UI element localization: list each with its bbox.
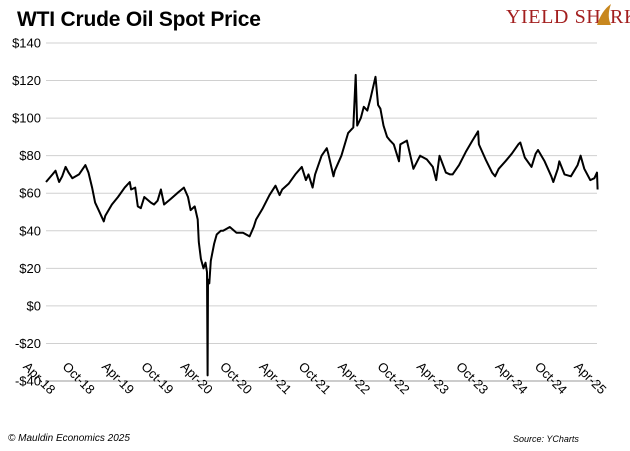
logo-text-left: YIELD SH — [506, 6, 602, 28]
y-tick-label: -$40 — [15, 374, 41, 389]
x-tick-label: Apr-25 — [571, 359, 609, 397]
y-tick-label: $20 — [19, 261, 41, 276]
x-tick-label: Apr-23 — [414, 359, 452, 397]
x-tick-label: Apr-20 — [178, 359, 216, 397]
gridlines — [46, 42, 597, 382]
x-tick-label: Oct-19 — [138, 359, 176, 397]
x-axis-ticks: Apr-18 Oct-18 Apr-19 Oct-19 Apr-20 Oct-20 Apr-… — [20, 359, 609, 397]
series-line — [45, 73, 599, 377]
x-tick-label: Apr-24 — [493, 359, 531, 397]
y-axis-ticks: -$40 -$20 $0 $20 $40 $60 $80 $100 $120 $140 — [12, 36, 41, 389]
y-tick-label: $60 — [19, 186, 41, 201]
x-tick-label: Apr-19 — [99, 359, 137, 397]
series-group — [45, 73, 599, 377]
x-tick-label: Oct-24 — [532, 359, 570, 397]
x-tick-label: Oct-22 — [375, 359, 413, 397]
x-tick-label: Apr-21 — [256, 359, 294, 397]
x-tick-label: Oct-18 — [60, 359, 98, 397]
x-tick-label: Oct-23 — [453, 359, 491, 397]
x-tick-label: Oct-21 — [296, 359, 334, 397]
copyright-note: © Mauldin Economics 2025 — [8, 433, 130, 444]
logo-text-right: RK — [610, 6, 630, 28]
y-tick-label: $80 — [19, 148, 41, 163]
source-note: Source: YCharts — [513, 434, 579, 444]
y-tick-label: $100 — [12, 111, 41, 126]
y-tick-label: -$20 — [15, 336, 41, 351]
y-tick-label: $40 — [19, 223, 41, 238]
y-tick-label: $0 — [27, 298, 41, 313]
x-tick-label: Apr-22 — [335, 359, 373, 397]
x-tick-label: Oct-20 — [217, 359, 255, 397]
shark-fin-icon — [597, 4, 611, 25]
y-tick-label: $140 — [12, 36, 41, 51]
y-tick-label: $120 — [12, 73, 41, 88]
chart-title: WTI Crude Oil Spot Price — [17, 8, 261, 31]
